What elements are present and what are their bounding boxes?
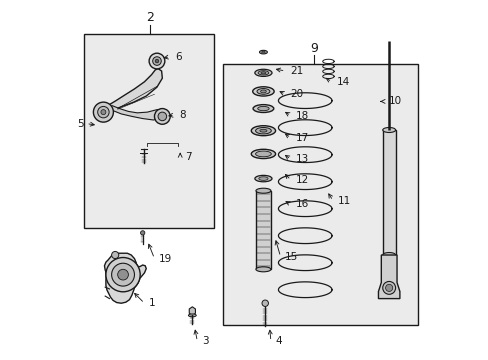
Ellipse shape [257,107,268,111]
Text: 7: 7 [184,152,191,162]
Circle shape [111,263,134,286]
Ellipse shape [254,69,271,76]
Polygon shape [378,255,399,298]
Text: 9: 9 [309,42,318,55]
Ellipse shape [188,314,196,317]
Bar [83,33,214,228]
Text: 21: 21 [290,66,303,76]
Text: 10: 10 [387,96,401,107]
Text: 14: 14 [336,77,349,87]
Circle shape [152,57,161,65]
Ellipse shape [254,175,271,182]
Circle shape [118,269,128,280]
Ellipse shape [258,71,268,75]
Ellipse shape [257,89,269,94]
Bar [382,130,395,255]
Text: 3: 3 [202,337,208,346]
Circle shape [93,102,113,122]
Text: 2: 2 [145,11,153,24]
Circle shape [140,231,144,235]
Circle shape [262,300,268,306]
Circle shape [111,251,119,258]
Text: 1: 1 [149,298,156,308]
Ellipse shape [255,151,271,157]
Text: 13: 13 [295,154,308,164]
Circle shape [158,112,166,121]
Circle shape [101,110,106,114]
Polygon shape [189,307,195,315]
Text: 17: 17 [295,133,308,143]
Polygon shape [105,68,162,115]
Circle shape [155,59,159,63]
Text: 8: 8 [179,110,186,120]
Ellipse shape [255,267,270,272]
Ellipse shape [251,149,275,158]
Ellipse shape [382,127,395,132]
Circle shape [106,257,140,292]
Ellipse shape [253,105,273,112]
Circle shape [154,109,170,124]
Ellipse shape [260,90,266,93]
Circle shape [385,284,392,292]
Text: 4: 4 [275,337,282,346]
Text: 15: 15 [285,252,298,262]
Ellipse shape [261,51,264,53]
Circle shape [111,263,134,286]
Circle shape [106,257,140,292]
Text: 11: 11 [337,196,350,206]
Text: 16: 16 [295,199,308,209]
Ellipse shape [255,188,270,193]
Polygon shape [108,106,165,120]
Text: 20: 20 [290,89,303,99]
Circle shape [149,53,164,69]
Ellipse shape [259,129,266,132]
Circle shape [98,107,109,118]
Ellipse shape [255,127,271,134]
Ellipse shape [382,252,395,257]
Text: 12: 12 [295,175,308,185]
Circle shape [382,282,395,294]
Ellipse shape [251,126,275,136]
Text: 19: 19 [159,253,172,264]
Circle shape [118,269,128,280]
Ellipse shape [259,50,267,54]
Text: 5: 5 [77,118,83,129]
Bar [255,191,270,269]
Text: 18: 18 [295,111,308,121]
Text: 6: 6 [175,52,181,62]
Bar [223,64,417,325]
Ellipse shape [258,177,267,180]
Ellipse shape [252,87,274,96]
Ellipse shape [261,72,265,74]
Polygon shape [104,253,146,303]
